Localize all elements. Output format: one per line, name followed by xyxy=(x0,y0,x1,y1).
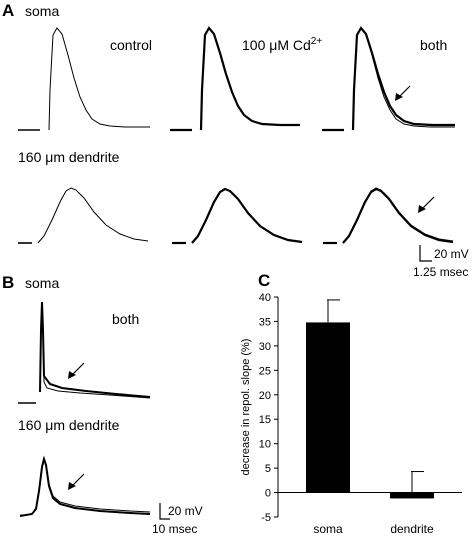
scalebar-b-voltage: 20 mV xyxy=(168,504,203,518)
arrowhead-a-dend xyxy=(418,205,426,213)
y-axis-label: decrease in repol. slope (%) xyxy=(240,339,252,476)
panel-b-both-label: both xyxy=(112,311,139,327)
bar-dendrite xyxy=(390,492,434,499)
trace-a-dend-cd xyxy=(191,187,303,244)
panel-a-both-label: both xyxy=(420,37,447,53)
y-tick-label: 40 xyxy=(259,292,271,304)
scalebar-a-time: 1.25 msec xyxy=(413,265,468,279)
scalebar-a-voltage: 20 mV xyxy=(434,247,469,261)
panel-a-cd-label: 100 μM Cd2+ xyxy=(242,36,322,53)
trace-a-soma-both-cd xyxy=(351,26,455,131)
y-tick-label: 35 xyxy=(259,316,271,328)
y-tick-label: 25 xyxy=(259,365,271,377)
scalebar-b xyxy=(159,503,170,520)
bar-soma xyxy=(306,322,350,493)
trace-b-soma-cd xyxy=(39,301,151,398)
y-tick-label: 5 xyxy=(265,463,271,475)
bar-chart: -5 0 5 10 15 20 25 30 35 40 decrease in repol. slo… xyxy=(240,292,462,536)
panel-a-dendrite-label: 160 μm dendrite xyxy=(18,149,120,165)
panel-b-letter: B xyxy=(2,273,14,292)
arrowhead-b-soma xyxy=(68,371,76,379)
trace-a-dend-both-cd xyxy=(342,187,454,244)
panel-a-control-label: control xyxy=(110,37,152,53)
y-tick-label: 15 xyxy=(259,414,271,426)
panel-a-letter: A xyxy=(2,1,14,20)
x-label-soma: soma xyxy=(313,522,343,536)
y-tick-label: 30 xyxy=(259,341,271,353)
trace-a-soma-cd xyxy=(199,26,300,131)
panel-a-soma-label: soma xyxy=(25,3,59,19)
trace-a-dend-control xyxy=(37,187,149,244)
y-tick-label: 0 xyxy=(265,488,271,500)
trace-b-dend-cd xyxy=(19,455,151,517)
panel-c-letter: C xyxy=(258,271,270,290)
panel-b-dendrite-label: 160 μm dendrite xyxy=(18,417,120,433)
trace-a-soma-control xyxy=(48,27,150,131)
y-tick-label: 10 xyxy=(259,439,271,451)
scalebar-b-time: 10 msec xyxy=(152,522,197,536)
panel-b-soma-label: soma xyxy=(25,275,59,291)
arrowhead-b-dend xyxy=(68,482,76,490)
y-tick-label: -5 xyxy=(261,512,271,524)
scalebar-a xyxy=(419,245,432,262)
y-tick-label: 20 xyxy=(259,390,271,402)
arrowhead-a-soma xyxy=(395,93,403,101)
x-label-dendrite: dendrite xyxy=(390,522,434,536)
